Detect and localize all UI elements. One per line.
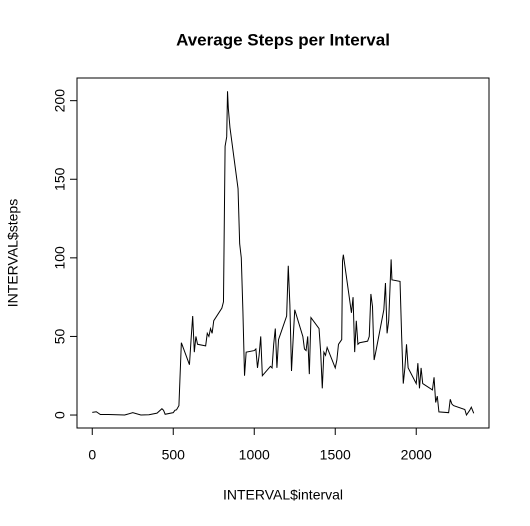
x-axis-label: INTERVAL$interval <box>223 487 343 503</box>
y-tick-label: 50 <box>52 328 68 344</box>
y-axis-label: INTERVAL$steps <box>5 199 21 307</box>
line-series <box>92 91 475 417</box>
x-tick-label: 500 <box>162 447 186 463</box>
chart-title: Average Steps per Interval <box>176 30 390 49</box>
y-tick-label: 150 <box>52 167 68 191</box>
plot-frame <box>76 77 490 429</box>
x-tick-label: 2000 <box>401 447 432 463</box>
x-tick-label: 1000 <box>239 447 270 463</box>
x-tick-label: 1500 <box>320 447 351 463</box>
y-tick-label: 200 <box>52 89 68 113</box>
y-tick-label: 100 <box>52 246 68 270</box>
x-tick-label: 0 <box>88 447 96 463</box>
y-tick-label: 0 <box>52 411 68 419</box>
